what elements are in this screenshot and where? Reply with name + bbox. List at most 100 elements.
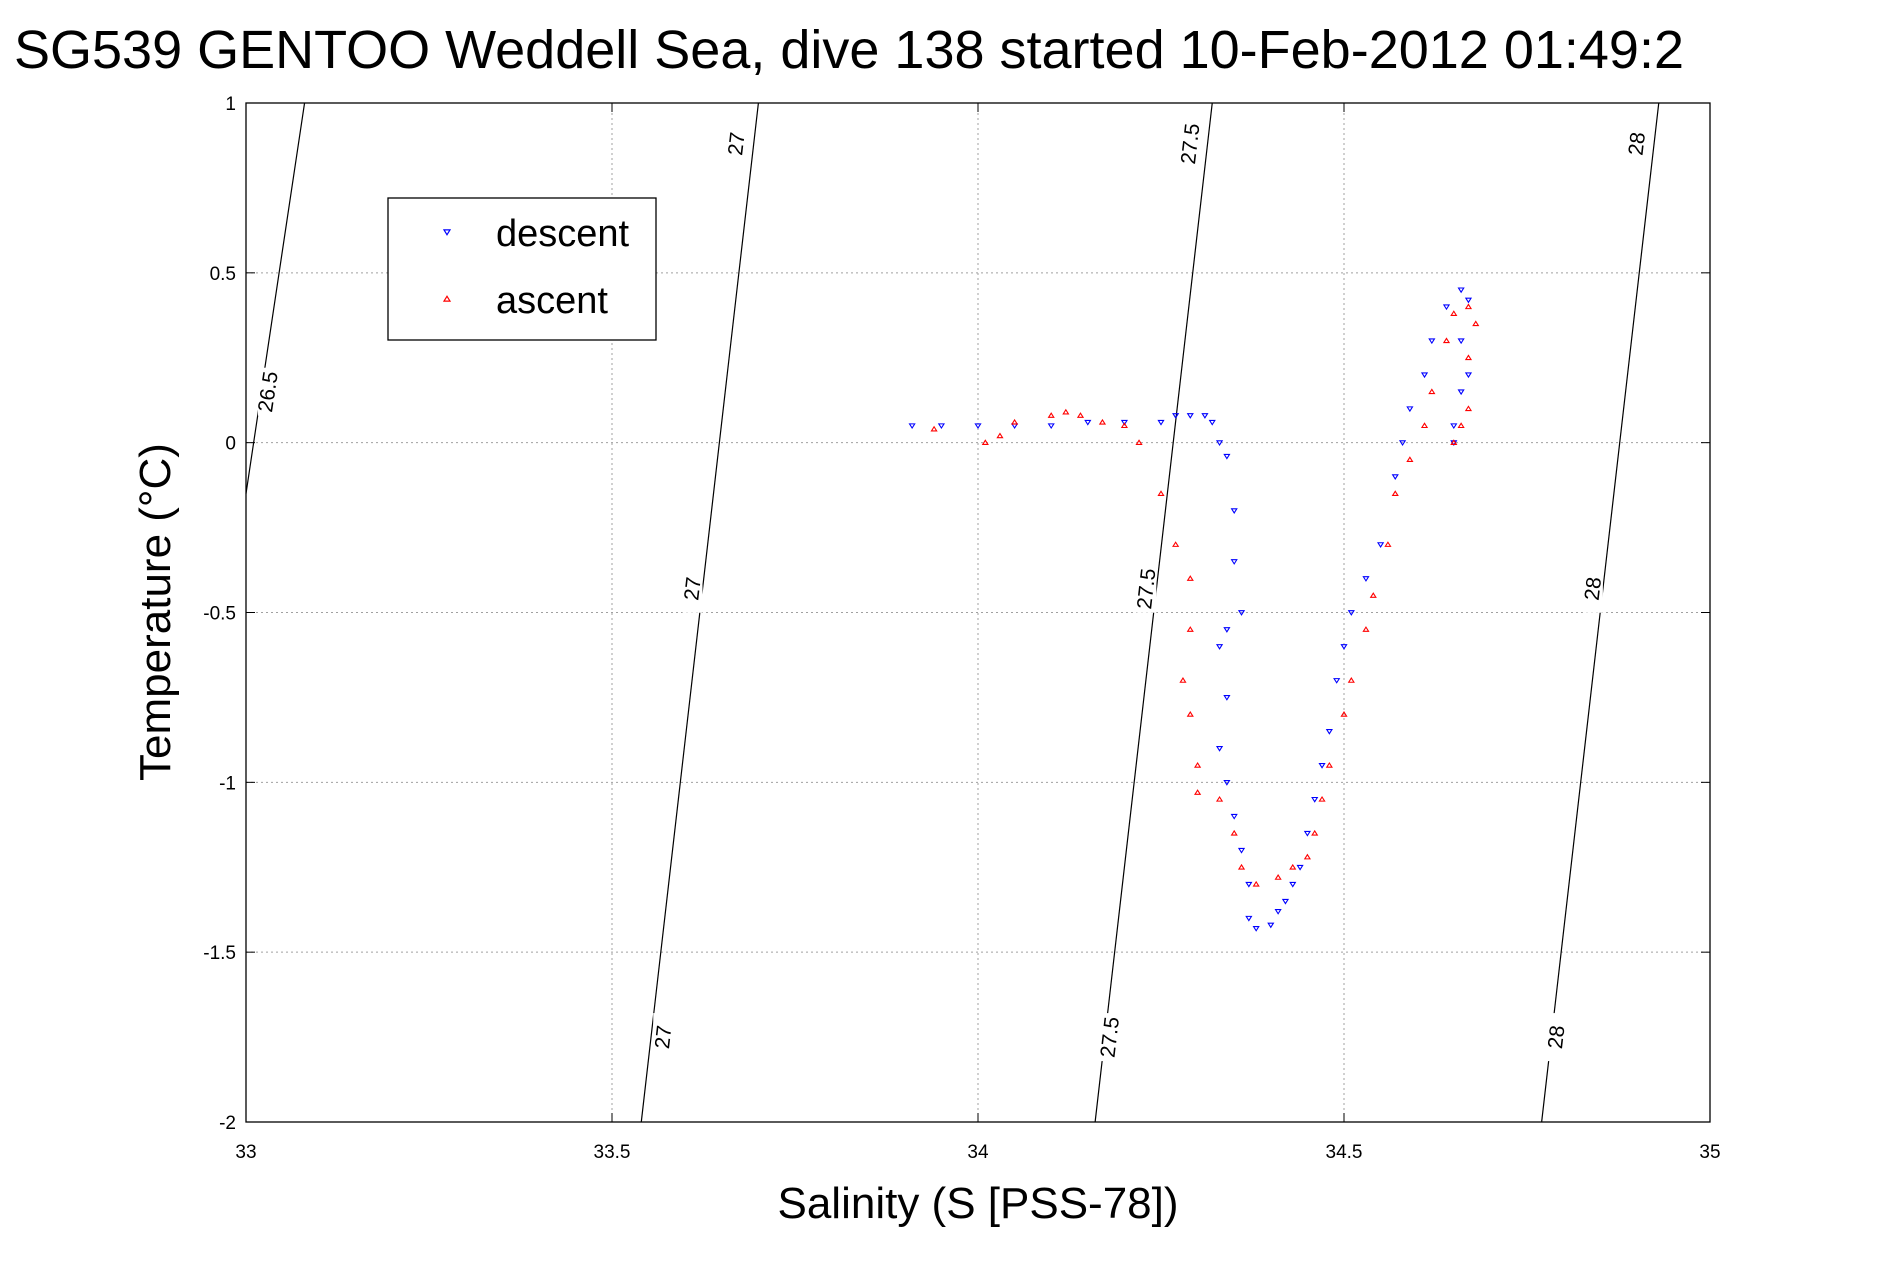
data-point xyxy=(1223,695,1231,701)
data-point xyxy=(1215,795,1224,802)
contour-label: 27 xyxy=(651,1024,677,1050)
contour-line xyxy=(245,102,306,494)
data-point xyxy=(937,423,945,430)
data-point xyxy=(1442,304,1451,311)
data-point xyxy=(981,439,989,446)
data-point xyxy=(1420,372,1429,379)
data-point xyxy=(1281,898,1290,905)
data-point xyxy=(1464,354,1473,361)
data-point xyxy=(1398,440,1407,447)
data-point xyxy=(1450,439,1458,446)
data-point xyxy=(1223,779,1231,786)
contour-label: 28 xyxy=(1544,1024,1570,1050)
data-point xyxy=(1252,926,1260,932)
contour-label: 28 xyxy=(1625,131,1651,157)
data-point xyxy=(1464,297,1473,304)
data-point xyxy=(1194,761,1202,768)
contour-label-gap xyxy=(726,119,747,168)
x-tick-label: 34 xyxy=(967,1142,989,1163)
data-point xyxy=(1464,372,1473,379)
data-point xyxy=(1325,761,1333,768)
contour-label-gap xyxy=(1099,1013,1120,1062)
data-point xyxy=(1186,413,1194,419)
data-point xyxy=(1384,541,1392,547)
chart-title: SG539 GENTOO Weddell Sea, dive 138 start… xyxy=(14,20,1684,80)
data-point xyxy=(1047,412,1055,418)
data-point xyxy=(1377,542,1385,548)
contour-label-gap xyxy=(682,564,703,613)
contour-label-gap xyxy=(1546,1013,1567,1062)
legend-marker-descent xyxy=(442,229,452,236)
y-axis: -2 -1.5 -1 -0.5 0 0.5 1 xyxy=(203,94,1710,1134)
data-point xyxy=(1172,541,1180,547)
contour-label-gap xyxy=(1136,564,1157,613)
data-point xyxy=(1391,474,1399,481)
y-tick-label: 0 xyxy=(225,434,236,455)
data-point xyxy=(1245,881,1253,888)
data-point xyxy=(1362,576,1370,582)
contour-label-gap xyxy=(1582,564,1603,613)
legend-marker-ascent xyxy=(442,295,452,302)
y-tick-label: -1 xyxy=(219,773,236,794)
grid xyxy=(246,103,1710,1122)
data-point xyxy=(1157,490,1165,496)
contour-label: 27 xyxy=(724,131,750,157)
data-point xyxy=(1201,413,1209,419)
data-point xyxy=(1011,418,1019,425)
data-point xyxy=(1362,626,1370,632)
data-point xyxy=(1237,863,1246,870)
series-descent xyxy=(908,287,1473,932)
contour-label-gap xyxy=(257,367,278,416)
y-tick-label: 0.5 xyxy=(210,264,236,285)
y-tick-label: -1.5 xyxy=(203,943,236,964)
data-point xyxy=(1047,423,1055,430)
data-point xyxy=(1450,423,1458,430)
data-point xyxy=(1318,795,1326,802)
data-point xyxy=(1428,388,1436,395)
data-point xyxy=(1267,922,1275,929)
contour-label: 27 xyxy=(680,576,706,602)
data-point xyxy=(1442,337,1451,344)
data-point xyxy=(908,423,916,430)
data-point xyxy=(1347,610,1355,616)
data-point xyxy=(1157,419,1165,426)
data-point xyxy=(1237,847,1246,854)
data-point xyxy=(1194,789,1202,795)
data-point xyxy=(1120,419,1128,426)
x-axis: 33 33.5 34 34.5 35 xyxy=(235,103,1721,1163)
series-ascent xyxy=(930,303,1480,887)
data-point xyxy=(1464,303,1473,310)
legend: descent ascent xyxy=(387,197,657,341)
data-point xyxy=(1464,405,1473,412)
data-point xyxy=(1457,389,1465,396)
contour-label-gap xyxy=(1626,119,1647,168)
data-point xyxy=(1215,745,1224,752)
contour-label-gap xyxy=(653,1013,674,1062)
data-point xyxy=(1252,880,1260,887)
data-point xyxy=(1340,711,1348,717)
y-tick-label: 1 xyxy=(225,94,236,115)
contour-label-gap xyxy=(1180,119,1201,168)
data-series xyxy=(908,287,1480,932)
data-point xyxy=(1369,592,1377,598)
data-point xyxy=(1215,644,1224,650)
data-point xyxy=(1303,853,1311,860)
data-point xyxy=(974,423,982,430)
data-point xyxy=(1311,796,1319,803)
data-point xyxy=(1230,829,1238,836)
x-tick-label: 33 xyxy=(235,1142,256,1163)
data-point xyxy=(1274,909,1282,915)
data-point xyxy=(1179,677,1187,683)
data-point xyxy=(1186,626,1194,632)
data-point xyxy=(1062,408,1070,415)
data-point xyxy=(1208,419,1216,426)
data-point xyxy=(1406,456,1414,463)
legend-label-descent: descent xyxy=(496,213,630,255)
data-point xyxy=(1223,627,1231,633)
data-point xyxy=(1472,320,1480,327)
data-point xyxy=(1084,419,1092,426)
contour-label: 27.5 xyxy=(1096,1016,1124,1059)
data-point xyxy=(1289,881,1297,888)
